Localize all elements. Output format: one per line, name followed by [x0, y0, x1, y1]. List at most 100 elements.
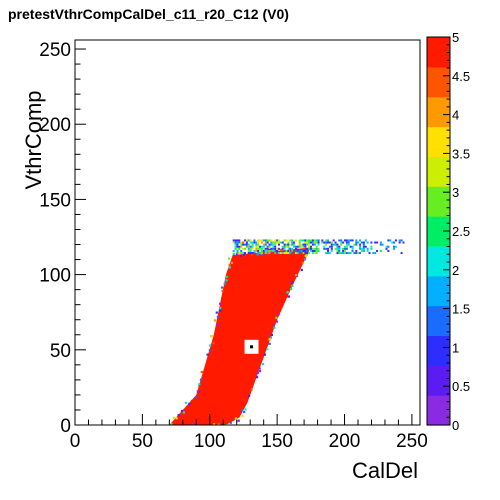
plateau-cell	[253, 239, 256, 242]
plateau-cell	[323, 241, 326, 244]
plateau-cell	[394, 245, 397, 248]
edge-cell	[237, 419, 240, 422]
plateau-cell	[336, 243, 339, 246]
plateau-cell	[351, 239, 354, 242]
edge-cell	[250, 253, 254, 256]
plateau-cell	[281, 247, 284, 250]
edge-cell	[212, 342, 215, 345]
edge-cell	[270, 333, 273, 337]
plateau-cell	[366, 247, 369, 250]
plateau-cell	[268, 245, 271, 248]
plateau-cell	[283, 247, 286, 250]
plateau-cell	[268, 249, 271, 252]
plateau-cell	[298, 249, 301, 252]
plateau-cell	[270, 243, 273, 246]
plateau-cell	[266, 241, 269, 244]
plateau-cell	[247, 245, 250, 248]
plateau-cell	[379, 241, 382, 244]
plateau-cell	[349, 252, 352, 255]
plateau-cell	[343, 239, 346, 242]
plateau-cell	[325, 247, 328, 250]
edge-cell	[199, 378, 203, 381]
plateau-cell	[251, 245, 254, 248]
colorbar-swatch	[427, 126, 450, 157]
plateau-cell	[232, 241, 235, 244]
plateau-cell	[249, 241, 252, 244]
plateau-cell	[338, 249, 341, 252]
plateau-cell	[302, 249, 305, 252]
plateau-cell	[362, 247, 365, 250]
edge-cell	[213, 319, 216, 322]
plateau-cell	[285, 249, 288, 252]
plateau-cell	[247, 247, 250, 250]
plateau-cell	[274, 245, 277, 248]
color-scale-bar: 0 0.5 1 1.5 2 2.5 3 3.5 4 4.5 5	[426, 30, 470, 433]
plateau-cell	[232, 239, 235, 242]
plateau-cell	[240, 241, 243, 244]
plateau-cell	[330, 243, 333, 246]
plateau-cell	[336, 247, 339, 250]
plateau-cell	[362, 241, 365, 244]
plateau-cell	[274, 247, 277, 250]
plateau-cell	[276, 239, 279, 242]
plateau-cell	[276, 249, 279, 252]
plateau-cell	[242, 252, 245, 255]
plateau-cell	[332, 239, 335, 242]
edge-cell	[229, 421, 232, 424]
edge-cell	[228, 263, 231, 267]
plateau-cell	[236, 243, 239, 246]
edge-cell	[230, 261, 233, 265]
max-value-region	[169, 247, 311, 425]
plateau-cell	[359, 239, 362, 242]
edge-cell	[258, 367, 261, 370]
plateau-cell	[328, 252, 331, 255]
plateau-cell	[342, 247, 345, 250]
plateau-cell	[366, 249, 369, 252]
plateau-cell	[289, 252, 292, 255]
edge-cell	[243, 410, 246, 414]
plateau-cell	[289, 243, 292, 246]
edge-cell	[221, 297, 224, 300]
plateau-cell	[362, 243, 365, 246]
plateau-cell	[343, 249, 346, 252]
axes: 0 50 100 150 200 250 0 50 100 150 200 250	[39, 40, 428, 452]
plateau-cell	[268, 243, 271, 246]
plateau-cell	[234, 245, 237, 248]
edge-cell	[213, 423, 216, 425]
plateau-cell	[260, 239, 263, 242]
plateau-cell	[236, 239, 239, 242]
plateau-cell	[302, 243, 305, 246]
plateau-cell	[302, 245, 305, 248]
plateau-cell	[293, 245, 296, 248]
plateau-cell	[272, 243, 275, 246]
colorbar-tick-label: 2	[452, 263, 459, 278]
edge-cell	[225, 423, 228, 425]
plateau-cell	[257, 245, 260, 248]
edge-cell	[275, 320, 279, 323]
colorbar-tick-label: 1	[452, 340, 459, 355]
plateau-cell	[304, 252, 307, 255]
plateau-cell	[285, 239, 288, 242]
plateau-cell	[330, 245, 333, 248]
edge-cell	[210, 335, 214, 338]
plateau-cell	[311, 247, 314, 250]
plateau-cell	[272, 245, 275, 248]
edge-cell	[250, 388, 253, 391]
plateau-cell	[340, 252, 343, 255]
plateau-cell	[402, 241, 405, 244]
plateau-cell	[306, 252, 309, 255]
plateau-cell	[260, 245, 263, 248]
plateau-cell	[330, 247, 333, 250]
y-tick-label: 50	[50, 341, 71, 362]
edge-cell	[291, 281, 294, 284]
plateau-cell	[253, 252, 256, 255]
plateau-cell	[281, 241, 284, 244]
plateau-cell	[243, 252, 246, 255]
plateau-cell	[370, 245, 373, 248]
plateau-cell	[257, 249, 260, 252]
plateau-cell	[249, 252, 252, 255]
plateau-cell	[308, 252, 311, 255]
plateau-cell	[351, 245, 354, 248]
plateau-cell	[355, 239, 358, 242]
plateau-cell	[270, 249, 273, 252]
